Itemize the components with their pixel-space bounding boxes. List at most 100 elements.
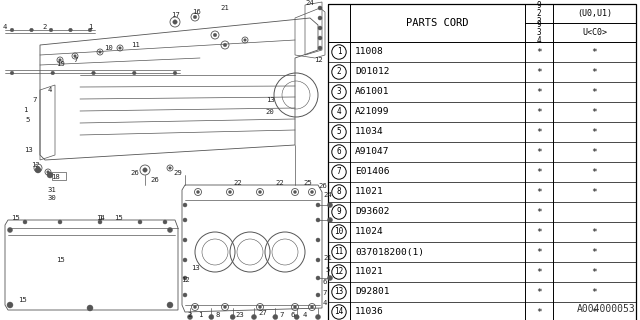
Text: 4: 4: [303, 312, 307, 318]
Circle shape: [318, 46, 322, 50]
Text: 10: 10: [334, 228, 344, 236]
Circle shape: [10, 28, 14, 32]
Text: U<C0>: U<C0>: [582, 28, 607, 37]
Text: 21: 21: [221, 5, 229, 11]
Text: 22: 22: [276, 180, 284, 186]
Text: 4: 4: [337, 108, 341, 116]
Text: *: *: [536, 47, 542, 57]
Text: 7: 7: [323, 290, 327, 296]
Text: 1: 1: [88, 24, 92, 30]
Text: 7: 7: [337, 167, 341, 177]
Circle shape: [228, 190, 232, 194]
Circle shape: [173, 20, 177, 24]
Text: *: *: [591, 268, 597, 276]
Circle shape: [230, 315, 235, 319]
Text: 4: 4: [323, 300, 327, 306]
Text: 2: 2: [43, 24, 47, 30]
Text: 24: 24: [306, 0, 314, 6]
Circle shape: [183, 238, 187, 242]
Circle shape: [293, 190, 296, 194]
Text: *: *: [536, 127, 542, 137]
Circle shape: [59, 59, 61, 61]
Circle shape: [318, 16, 322, 20]
Circle shape: [87, 305, 93, 311]
Circle shape: [328, 203, 333, 207]
Text: A91047: A91047: [355, 148, 390, 156]
Text: 23: 23: [236, 312, 244, 318]
Circle shape: [318, 6, 322, 10]
Text: (U0,U1): (U0,U1): [577, 9, 612, 18]
Circle shape: [23, 220, 27, 224]
Circle shape: [92, 71, 95, 75]
Text: *: *: [536, 247, 542, 257]
Text: 1: 1: [198, 312, 202, 318]
Text: *: *: [536, 228, 542, 236]
Circle shape: [328, 276, 333, 281]
Circle shape: [49, 28, 53, 32]
Circle shape: [138, 220, 142, 224]
Circle shape: [196, 190, 200, 194]
Text: 7: 7: [280, 312, 284, 318]
Text: 1: 1: [337, 47, 341, 57]
Text: *: *: [536, 148, 542, 156]
Text: D92801: D92801: [355, 287, 390, 297]
Circle shape: [328, 218, 333, 222]
Text: 14: 14: [334, 308, 344, 316]
Text: 11024: 11024: [355, 228, 384, 236]
Text: 15: 15: [18, 297, 26, 303]
Text: *: *: [591, 68, 597, 76]
Text: 12: 12: [314, 57, 323, 63]
Text: *: *: [591, 127, 597, 137]
Circle shape: [168, 228, 173, 233]
Circle shape: [99, 51, 101, 53]
Text: 27: 27: [259, 310, 268, 316]
Text: *: *: [536, 167, 542, 177]
Text: 11: 11: [334, 247, 344, 257]
Text: 2: 2: [337, 68, 341, 76]
Circle shape: [316, 218, 320, 222]
Text: 13: 13: [334, 287, 344, 297]
Circle shape: [29, 28, 33, 32]
Circle shape: [47, 172, 53, 178]
Circle shape: [143, 168, 147, 172]
Text: PARTS CORD: PARTS CORD: [406, 18, 468, 28]
Text: 16: 16: [191, 9, 200, 15]
Circle shape: [58, 220, 62, 224]
Circle shape: [7, 302, 13, 308]
Text: 13: 13: [24, 147, 33, 153]
Text: 4: 4: [3, 24, 7, 30]
Text: D01012: D01012: [355, 68, 390, 76]
Circle shape: [36, 166, 40, 170]
Text: 14: 14: [95, 215, 104, 221]
Text: 5: 5: [326, 267, 330, 273]
Text: *: *: [536, 308, 542, 316]
Circle shape: [10, 71, 14, 75]
Text: 25: 25: [303, 180, 312, 186]
Circle shape: [68, 28, 72, 32]
Circle shape: [98, 220, 102, 224]
Circle shape: [132, 71, 136, 75]
Circle shape: [173, 71, 177, 75]
Text: 5: 5: [337, 127, 341, 137]
Circle shape: [259, 190, 262, 194]
Text: A21099: A21099: [355, 108, 390, 116]
Text: 26: 26: [131, 170, 140, 176]
Circle shape: [183, 258, 187, 262]
Text: D93602: D93602: [355, 207, 390, 217]
Text: *: *: [536, 108, 542, 116]
Circle shape: [169, 167, 172, 169]
Circle shape: [318, 26, 322, 30]
Text: 15: 15: [114, 215, 122, 221]
Text: 24: 24: [324, 192, 332, 198]
Text: 19: 19: [56, 61, 65, 67]
Text: *: *: [536, 188, 542, 196]
Text: 29: 29: [173, 170, 182, 176]
Circle shape: [318, 36, 322, 40]
Circle shape: [273, 315, 278, 319]
Circle shape: [74, 55, 76, 57]
Circle shape: [8, 228, 13, 233]
Text: 18: 18: [51, 174, 60, 180]
Circle shape: [294, 315, 299, 319]
Circle shape: [118, 47, 122, 49]
Circle shape: [223, 43, 227, 47]
